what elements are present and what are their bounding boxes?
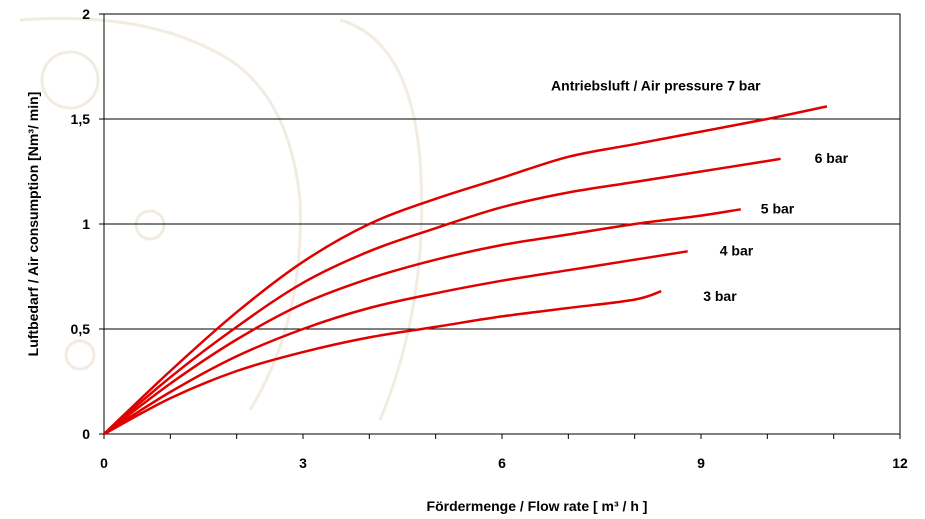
series-label-1: 6 bar (815, 150, 849, 166)
series-label-2: 5 bar (761, 200, 795, 216)
x-axis-title: Fördermenge / Flow rate [ m³ / h ] (427, 498, 648, 514)
series-line-2 (103, 208, 741, 435)
y-axis-ticks (99, 13, 104, 435)
x-axis-ticks (103, 434, 901, 439)
y-axis-title: Luftbedarf / Air consumption [Nm³/ min] (25, 92, 41, 357)
y-tick-label-2: 1 (82, 216, 90, 232)
x-tick-labels: 0 3 6 9 12 (100, 455, 908, 471)
grid-lines (104, 118, 900, 330)
series-line-1 (103, 157, 781, 435)
y-tick-labels: 0 0,5 1 1,5 2 (71, 6, 91, 442)
series-line-0 (103, 105, 828, 435)
series-labels: Antriebsluft / Air pressure 7 bar 6 bar 5 … (551, 77, 849, 304)
series-label-3: 4 bar (720, 242, 754, 258)
y-tick-label-0: 0 (82, 426, 90, 442)
series-lines (103, 105, 828, 436)
series-line-3 (103, 250, 688, 436)
plot-area (99, 13, 901, 439)
series-label-4: 3 bar (703, 288, 737, 304)
background-decoration (19, 16, 424, 421)
x-tick-label-2: 6 (498, 455, 506, 471)
x-tick-label-4: 12 (892, 455, 908, 471)
x-tick-label-0: 0 (100, 455, 108, 471)
x-tick-label-1: 3 (299, 455, 307, 471)
y-tick-label-4: 2 (82, 6, 90, 22)
series-line-4 (103, 290, 662, 436)
y-tick-label-3: 1,5 (71, 111, 91, 127)
y-tick-label-1: 0,5 (71, 321, 91, 337)
series-label-0: Antriebsluft / Air pressure 7 bar (551, 77, 761, 93)
x-tick-label-3: 9 (697, 455, 705, 471)
